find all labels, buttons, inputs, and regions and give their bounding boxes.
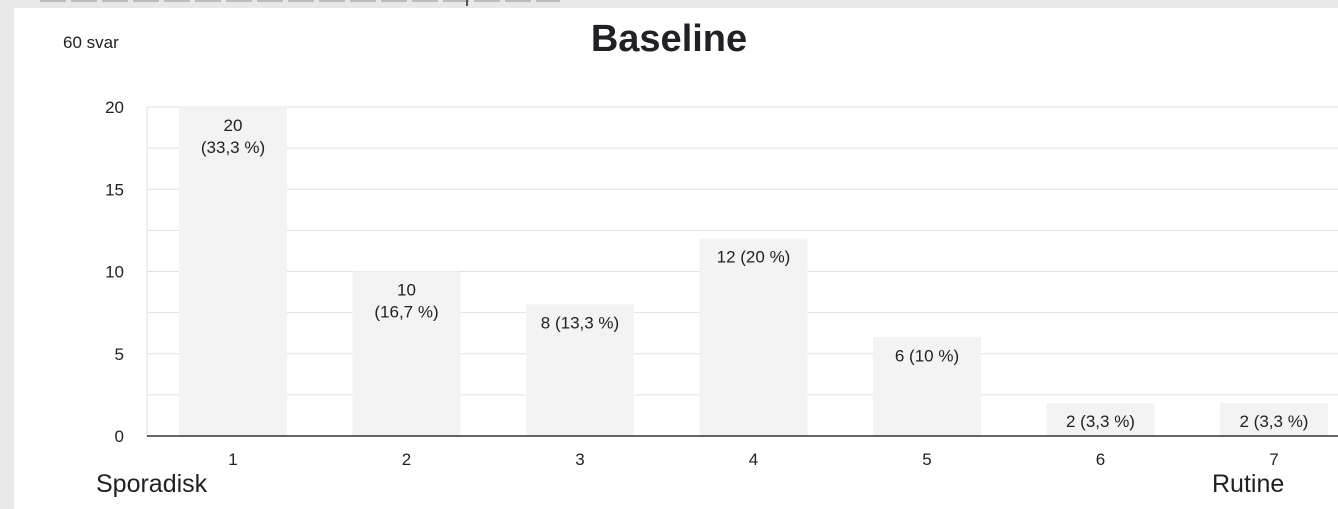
bar xyxy=(526,304,634,436)
x-tick-label: 4 xyxy=(749,450,758,469)
data-label: 6 (10 %) xyxy=(895,346,959,365)
y-tick-label: 20 xyxy=(105,98,124,117)
bar xyxy=(1046,403,1155,436)
x-tick-label: 7 xyxy=(1269,450,1278,469)
x-tick-label: 6 xyxy=(1096,450,1105,469)
y-tick-label: 5 xyxy=(115,345,124,364)
bar xyxy=(873,337,981,436)
bar xyxy=(179,107,287,436)
y-tick-label: 0 xyxy=(115,427,124,446)
bar xyxy=(699,238,808,436)
x-tick-label: 5 xyxy=(922,450,931,469)
chart-title: Baseline xyxy=(590,18,748,60)
data-label: 12 (20 %) xyxy=(717,248,791,267)
data-label: 2 (3,3 %) xyxy=(1240,412,1309,431)
data-label: 10 xyxy=(397,281,416,300)
y-tick-label: 15 xyxy=(105,180,124,199)
y-tick-label: 10 xyxy=(105,263,124,282)
bar xyxy=(1220,403,1328,436)
cropped-header-fragment xyxy=(40,0,560,2)
cropped-header-mark xyxy=(466,0,468,6)
bar xyxy=(352,271,461,436)
data-label: (16,7 %) xyxy=(374,303,438,322)
x-tick-label: 3 xyxy=(575,450,584,469)
x-tick-label: 1 xyxy=(228,450,237,469)
response-count: 60 svar xyxy=(63,33,119,52)
data-label: 20 xyxy=(224,116,243,135)
data-label: 8 (13,3 %) xyxy=(541,313,619,332)
x-tick-label: 2 xyxy=(402,450,411,469)
scale-min-label: Sporadisk xyxy=(96,470,208,498)
data-label: 2 (3,3 %) xyxy=(1066,412,1135,431)
scale-max-label: Rutine xyxy=(1212,470,1285,498)
data-label: (33,3 %) xyxy=(201,138,265,157)
